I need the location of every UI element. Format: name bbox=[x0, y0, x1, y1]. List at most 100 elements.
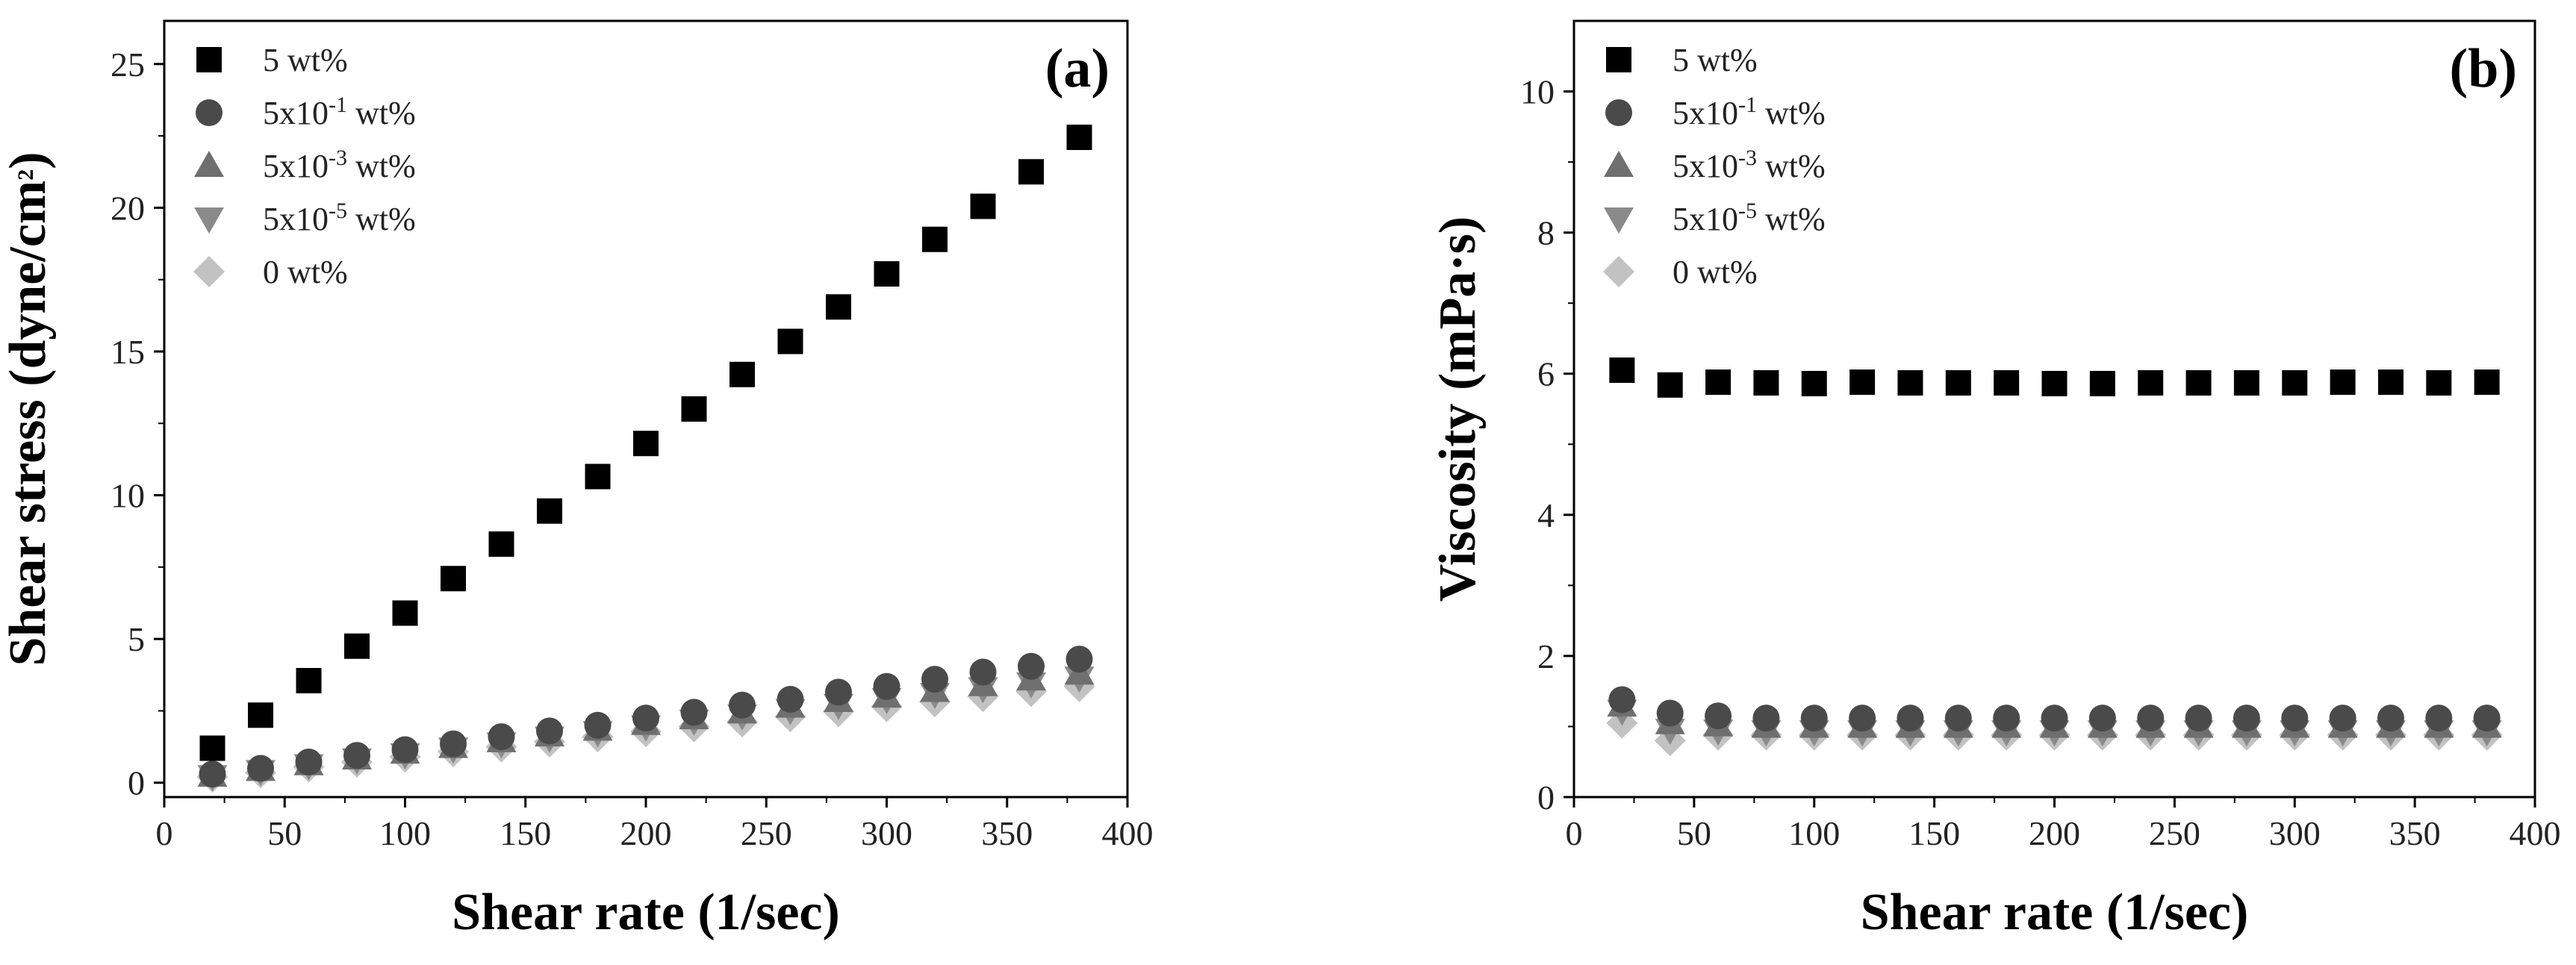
legend-entry-unit: wt% bbox=[347, 201, 416, 237]
data-point bbox=[2330, 369, 2356, 396]
data-point bbox=[825, 678, 852, 706]
data-point bbox=[440, 730, 467, 758]
series-s5 bbox=[1609, 357, 2500, 398]
legend-marker bbox=[196, 47, 222, 72]
data-point bbox=[729, 691, 756, 719]
data-point bbox=[1849, 705, 1876, 732]
chart-panel-b: 0 50 100 150 200 250 300 350 400 0 2 4 6 8 10 Shear rat… bbox=[1429, 19, 2561, 941]
legend-entry-unit: wt% bbox=[1757, 95, 1826, 131]
data-point bbox=[537, 498, 562, 524]
x-tick-label: 350 bbox=[2389, 814, 2441, 852]
data-point bbox=[1897, 705, 1924, 732]
data-point bbox=[777, 686, 804, 713]
data-point bbox=[873, 672, 900, 700]
legend-entry-sup: -1 bbox=[329, 93, 347, 117]
legend-entry: 5x10-3 wt% bbox=[263, 146, 416, 185]
y-axis-title-main: Viscosity (mPa·s) bbox=[1429, 216, 1487, 602]
data-point bbox=[874, 260, 900, 287]
series-s5 bbox=[199, 125, 1092, 761]
data-point bbox=[680, 699, 708, 726]
data-point bbox=[2426, 370, 2452, 396]
data-point bbox=[2089, 370, 2115, 396]
data-point bbox=[2377, 369, 2404, 396]
data-point bbox=[295, 749, 323, 776]
legend-entry-sup: -5 bbox=[329, 199, 347, 223]
data-point bbox=[2138, 370, 2164, 396]
data-point bbox=[199, 735, 225, 761]
legend-marker bbox=[194, 207, 224, 234]
x-tick-label: 50 bbox=[267, 814, 302, 852]
data-point bbox=[1609, 357, 1635, 383]
data-point bbox=[536, 717, 563, 745]
legend-entry: 5x10-3 wt% bbox=[1673, 146, 1826, 185]
data-point bbox=[1066, 125, 1092, 150]
legend-entry-text: 5 wt% bbox=[1673, 42, 1758, 78]
legend-entry: 5 wt% bbox=[263, 42, 348, 78]
data-point bbox=[729, 361, 755, 387]
x-tick-label: 300 bbox=[2269, 814, 2321, 852]
legend-entry-text: 5x10 bbox=[1673, 95, 1738, 131]
series-s5e1 bbox=[199, 646, 1093, 788]
data-point bbox=[2233, 370, 2259, 396]
data-point bbox=[343, 742, 370, 769]
legend-entry-text: 0 wt% bbox=[1673, 254, 1758, 290]
legend-marker bbox=[196, 99, 223, 126]
x-tick-label: 50 bbox=[1677, 814, 1711, 852]
data-point bbox=[247, 755, 274, 782]
legend-entry-sup: -1 bbox=[1738, 93, 1757, 117]
data-point bbox=[2041, 705, 2068, 732]
data-point bbox=[969, 658, 997, 686]
data-point bbox=[1018, 159, 1044, 185]
legend-entry-sup: -5 bbox=[1738, 199, 1757, 223]
data-point bbox=[488, 723, 515, 751]
data-point bbox=[922, 226, 948, 252]
x-tick-label: 150 bbox=[500, 814, 551, 852]
legend: 5 wt%5x10-1 wt%5x10-3 wt%5x10-5 wt%0 wt% bbox=[1603, 42, 1826, 290]
data-point bbox=[1849, 369, 1876, 396]
legend: 5 wt%5x10-1 wt%5x10-3 wt%5x10-5 wt%0 wt% bbox=[193, 42, 416, 290]
legend-marker bbox=[1606, 47, 1631, 72]
x-tick-label: 0 bbox=[156, 814, 173, 852]
chart-panel-a: 0 50 100 150 200 250 300 350 400 0 5 10 15 20 25 Shear … bbox=[0, 19, 1154, 941]
y-tick-label: 0 bbox=[128, 764, 145, 802]
legend-entry-text: 5x10 bbox=[263, 95, 329, 131]
data-point bbox=[488, 531, 514, 558]
x-tick-label: 200 bbox=[2029, 814, 2080, 852]
legend-entry-unit: wt% bbox=[1757, 148, 1826, 184]
y-tick-label: 2 bbox=[1537, 637, 1555, 675]
data-point bbox=[2185, 370, 2212, 396]
legend-entry: 5x10-5 wt% bbox=[263, 199, 416, 238]
legend-entry-unit: wt% bbox=[1757, 201, 1826, 237]
data-point bbox=[2088, 705, 2116, 732]
legend-entry-text: 5x10 bbox=[1673, 148, 1738, 184]
data-point bbox=[632, 705, 659, 732]
legend-entry-text: 5 wt% bbox=[263, 42, 348, 78]
y-tick-label: 25 bbox=[111, 46, 145, 84]
panel-label: (b) bbox=[2450, 38, 2517, 99]
plot-frame bbox=[1572, 19, 2536, 799]
data-point bbox=[2282, 370, 2308, 396]
legend-entry-unit: wt% bbox=[347, 148, 416, 184]
data-point bbox=[826, 294, 851, 320]
data-point bbox=[2233, 705, 2260, 732]
data-point bbox=[921, 666, 948, 693]
data-point bbox=[296, 668, 322, 693]
x-tick-label: 200 bbox=[620, 814, 672, 852]
x-tick-label: 400 bbox=[2510, 814, 2561, 852]
y-tick-label: 4 bbox=[1537, 496, 1555, 534]
data-point bbox=[391, 736, 419, 763]
x-tick-label: 300 bbox=[861, 814, 912, 852]
y-tick-label: 20 bbox=[111, 189, 145, 227]
data-point bbox=[1801, 370, 1827, 396]
y-axis-title: Viscosity (mPa·s) bbox=[1429, 216, 1487, 602]
data-point bbox=[777, 328, 803, 355]
data-point bbox=[392, 600, 418, 626]
legend-entry: 5x10-5 wt% bbox=[1673, 199, 1826, 238]
data-point bbox=[1608, 686, 1636, 713]
legend-marker bbox=[194, 151, 224, 177]
legend-entry-sup: -3 bbox=[329, 146, 347, 170]
data-point bbox=[2137, 705, 2165, 732]
data-point bbox=[2281, 705, 2309, 732]
